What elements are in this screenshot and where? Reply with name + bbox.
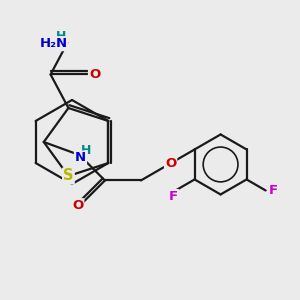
Text: H₂N: H₂N [39, 37, 68, 50]
Text: F: F [269, 184, 278, 197]
Text: N: N [75, 152, 86, 164]
Text: H: H [56, 30, 67, 43]
Text: O: O [89, 68, 100, 81]
Text: O: O [165, 157, 176, 170]
Text: O: O [72, 199, 83, 212]
Text: F: F [169, 190, 178, 203]
Text: H: H [81, 145, 92, 158]
Text: S: S [63, 169, 74, 184]
